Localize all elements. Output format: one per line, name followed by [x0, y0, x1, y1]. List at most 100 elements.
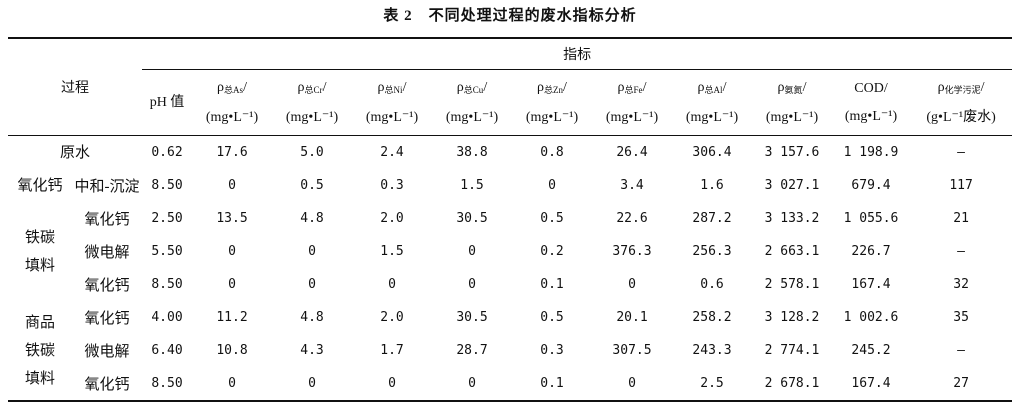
process-label: 微电解 — [84, 245, 130, 261]
value-cell: 167.4 — [851, 376, 891, 391]
value-cell: 35 — [953, 310, 969, 325]
table-body: 原水 0.62 17.6 5.0 2.4 38.8 0.8 26.4 306.4 3 157.6 1… — [8, 136, 1013, 401]
value-cell: 30.5 — [456, 211, 488, 226]
table-header: 过程 指标 pH 值 ρ总As/(mg•L⁻¹) ρ总Cr/(mg•L⁻¹) ρ总Ni/(… — [8, 38, 1013, 136]
value-cell: 167.4 — [851, 277, 891, 292]
value-cell: 0 — [628, 277, 636, 292]
value-cell: 0 — [468, 244, 476, 259]
value-cell: 0 — [228, 277, 236, 292]
value-cell: 11.2 — [216, 310, 248, 325]
column-header-main: ρ氨氮/ — [752, 74, 832, 104]
value-cell: 3 157.6 — [764, 145, 820, 160]
value-cell: 8.50 — [151, 277, 183, 292]
value-cell: 0.3 — [380, 178, 404, 193]
group-label-line: 原水 — [59, 144, 90, 161]
column-subscript: 化学污泥 — [944, 84, 981, 95]
column-header: ρ总Zn/ (mg•L⁻¹) — [512, 70, 592, 136]
group-label-line: 铁碳 — [24, 342, 55, 359]
data-row: 氧化钙 8.50 0 0 0 0 0.1 0 0.6 2 578.1 167.4 32 — [8, 268, 1012, 301]
value-cell: 679.4 — [851, 178, 891, 193]
value-cell: 17.6 — [216, 145, 248, 160]
value-cell: 5.50 — [151, 244, 183, 259]
value-cell: — — [957, 145, 965, 160]
value-cell: 3 128.2 — [764, 310, 820, 325]
data-table: 过程 指标 pH 值 ρ总As/(mg•L⁻¹) ρ总Cr/(mg•L⁻¹) ρ总Ni/(… — [8, 37, 1013, 402]
column-suffix: / — [402, 79, 407, 95]
column-symbol: ρ — [297, 79, 305, 95]
data-row: 铁碳 填料 氧化钙 2.50 13.5 4.8 2.0 30.5 0.5 22.6 287.2 3 1… — [8, 202, 1012, 274]
column-symbol: COD/ — [854, 80, 888, 96]
value-cell: 1.5 — [380, 244, 404, 259]
column-unit: (mg•L⁻¹) — [525, 109, 579, 125]
column-symbol: ρ — [617, 79, 625, 95]
value-cell: 8.50 — [151, 376, 183, 391]
value-cell: 2 663.1 — [764, 244, 820, 259]
process-label: 氧化钙 — [84, 311, 130, 327]
value-cell: 0 — [548, 178, 556, 193]
column-suffix: / — [483, 79, 488, 95]
column-subscript: 总Cu — [463, 84, 484, 95]
column-suffix: / — [802, 79, 807, 95]
value-cell: 27 — [953, 376, 969, 391]
value-cell: 0.2 — [540, 244, 564, 259]
value-cell: 8.50 — [151, 178, 183, 193]
data-row: 商品 铁碳 填料 氧化钙 4.00 11.2 4.8 2.0 30.5 0.5 20.1 258.2 3… — [8, 301, 1012, 387]
value-cell: 1 055.6 — [843, 211, 899, 226]
header-row: pH 值 ρ总As/(mg•L⁻¹) ρ总Cr/(mg•L⁻¹) ρ总Ni/(mg•L… — [8, 70, 1013, 136]
value-cell: 2 678.1 — [764, 376, 820, 391]
value-cell: 21 — [953, 211, 969, 226]
column-header-main: COD/ — [832, 75, 910, 103]
value-cell: 4.00 — [151, 310, 183, 325]
value-cell: 258.2 — [692, 310, 732, 325]
column-symbol: ρ — [377, 79, 385, 95]
value-cell: 0 — [628, 376, 636, 391]
column-suffix: / — [563, 79, 567, 95]
value-cell: 0 — [228, 376, 236, 391]
value-cell: 4.8 — [300, 211, 324, 226]
value-cell: 1.6 — [700, 178, 724, 193]
value-cell: 0 — [308, 277, 316, 292]
data-row: 氧化钙 中和-沉淀 8.50 0 0.5 0.3 1.5 0 3.4 1.6 3 027.1 679.… — [8, 169, 1012, 202]
value-cell: 0.5 — [300, 178, 324, 193]
column-header: ρ化学污泥/ (g•L⁻¹废水) — [910, 70, 1012, 136]
column-header: ρ总As/ (mg•L⁻¹) — [192, 70, 272, 136]
process-label: 氧化钙 — [84, 278, 130, 294]
value-cell: 2.50 — [151, 211, 183, 226]
group-label: 氧化钙 — [8, 169, 72, 202]
table-title: 表 2 不同处理过程的废水指标分析 — [383, 8, 637, 24]
value-cell: 2.5 — [700, 376, 724, 391]
column-subscript: 总Zn — [544, 84, 564, 95]
value-cell: 117 — [949, 178, 973, 193]
process-label: 氧化钙 — [84, 212, 130, 228]
value-cell: 0 — [308, 244, 316, 259]
column-symbol: ρ — [937, 79, 945, 95]
column-suffix: / — [243, 79, 247, 95]
value-cell: 307.5 — [612, 343, 652, 358]
column-subscript: 氨氮 — [784, 84, 803, 95]
column-symbol: ρ — [456, 79, 464, 95]
value-cell: 0.5 — [540, 211, 564, 226]
value-cell: 1 198.9 — [843, 145, 899, 160]
value-cell: 0 — [228, 178, 236, 193]
value-cell: 2 578.1 — [764, 277, 820, 292]
data-row: 微电解 5.50 0 0 1.5 0 0.2 376.3 256.3 2 663.1 226.7 — — [8, 235, 1012, 268]
value-cell: — — [957, 343, 965, 358]
column-header-main: ρ总Cu/ — [432, 74, 512, 104]
value-cell: 376.3 — [612, 244, 652, 259]
value-cell: 5.0 — [300, 145, 324, 160]
process-header: 过程 — [61, 81, 89, 96]
value-cell: 3 027.1 — [764, 178, 820, 193]
index-header: 指标 — [142, 38, 1013, 70]
value-cell: 32 — [953, 277, 969, 292]
value-cell: 0 — [388, 376, 396, 391]
column-subscript: 总As — [224, 84, 244, 95]
value-cell: 3.4 — [620, 178, 644, 193]
group-label: 原水 — [8, 136, 142, 170]
column-suffix: / — [642, 79, 647, 95]
value-cell: 4.3 — [300, 343, 324, 358]
column-header-main: ρ总Ni/ — [352, 74, 432, 104]
column-unit: (g•L⁻¹废水) — [926, 109, 996, 125]
group-label: 铁碳 填料 — [8, 202, 72, 301]
